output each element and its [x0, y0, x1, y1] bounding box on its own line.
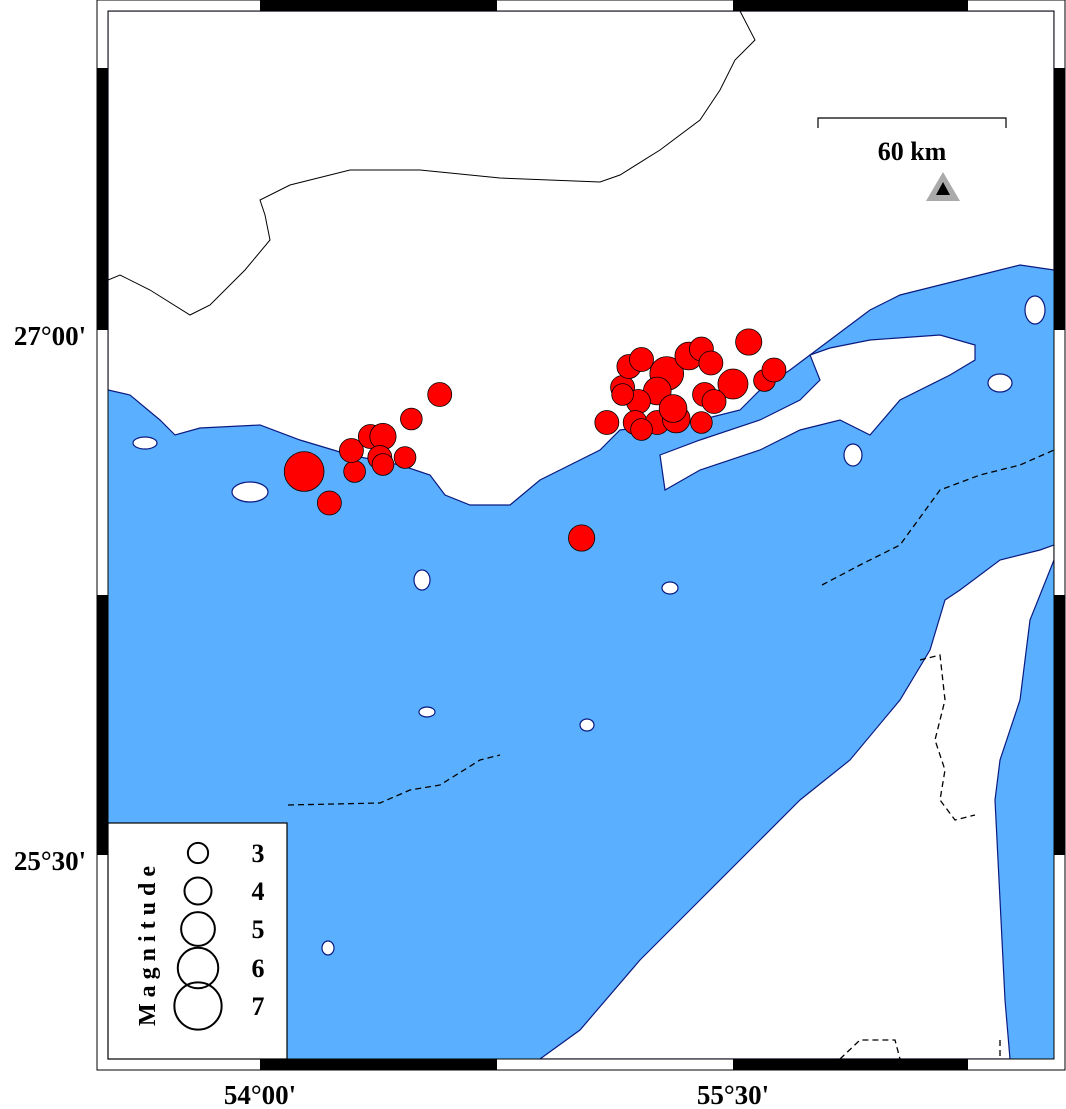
earthquake-event: [594, 410, 620, 435]
legend-circle: [176, 946, 220, 990]
earthquake-event: [761, 357, 787, 383]
earthquake-event: [400, 407, 423, 431]
lat-label-25-30: 25°30': [14, 846, 86, 876]
legend-circle: [183, 876, 213, 906]
earthquake-event: [371, 453, 395, 476]
earthquake-event: [339, 438, 364, 463]
earthquake-event: [735, 328, 763, 356]
legend-label: 4: [252, 877, 265, 906]
qeshm-island: [659, 334, 976, 491]
earthquake-event: [701, 389, 727, 414]
legend-label: 3: [252, 839, 265, 868]
earthquake-event: [393, 446, 417, 469]
islands: [132, 295, 1046, 956]
earthquake-event: [316, 490, 342, 516]
scale-bar: [817, 117, 1007, 128]
earthquake-event: [427, 382, 453, 407]
scale-bar-label: 60 km: [878, 137, 947, 166]
legend-label: 7: [252, 992, 265, 1021]
lon-label-55-30: 55°30': [697, 1080, 769, 1109]
legend-title: Magnitude: [135, 860, 161, 1026]
lon-label-54: 54°00': [224, 1080, 296, 1109]
legend-label: 6: [252, 954, 265, 983]
legend-circle: [173, 981, 223, 1031]
earthquake-event: [283, 451, 325, 492]
legend-circle: [180, 911, 216, 947]
earthquake-event: [629, 347, 654, 372]
earthquake-event: [343, 460, 366, 483]
province-boundary: [108, 11, 756, 316]
earthquake-event: [611, 383, 634, 406]
earthquake-events: [283, 328, 787, 552]
iran-landmass: [108, 11, 1054, 506]
legend: Magnitude 3 4 5 6 7: [107, 822, 288, 1060]
map-frame-ticks: [97, 0, 1065, 1070]
earthquake-event: [690, 411, 713, 434]
earthquake-event: [630, 418, 653, 441]
earthquake-event: [658, 394, 688, 423]
lat-label-27: 27°00': [14, 321, 86, 351]
triangle-station-icon: [926, 172, 960, 201]
earthquake-event: [717, 368, 749, 400]
earthquake-event: [568, 524, 596, 552]
legend-label: 5: [252, 915, 265, 944]
earthquake-event: [698, 350, 724, 376]
legend-circle: [186, 841, 210, 865]
maritime-borders: [287, 449, 1054, 1059]
arabian-landmass: [538, 544, 1054, 1059]
